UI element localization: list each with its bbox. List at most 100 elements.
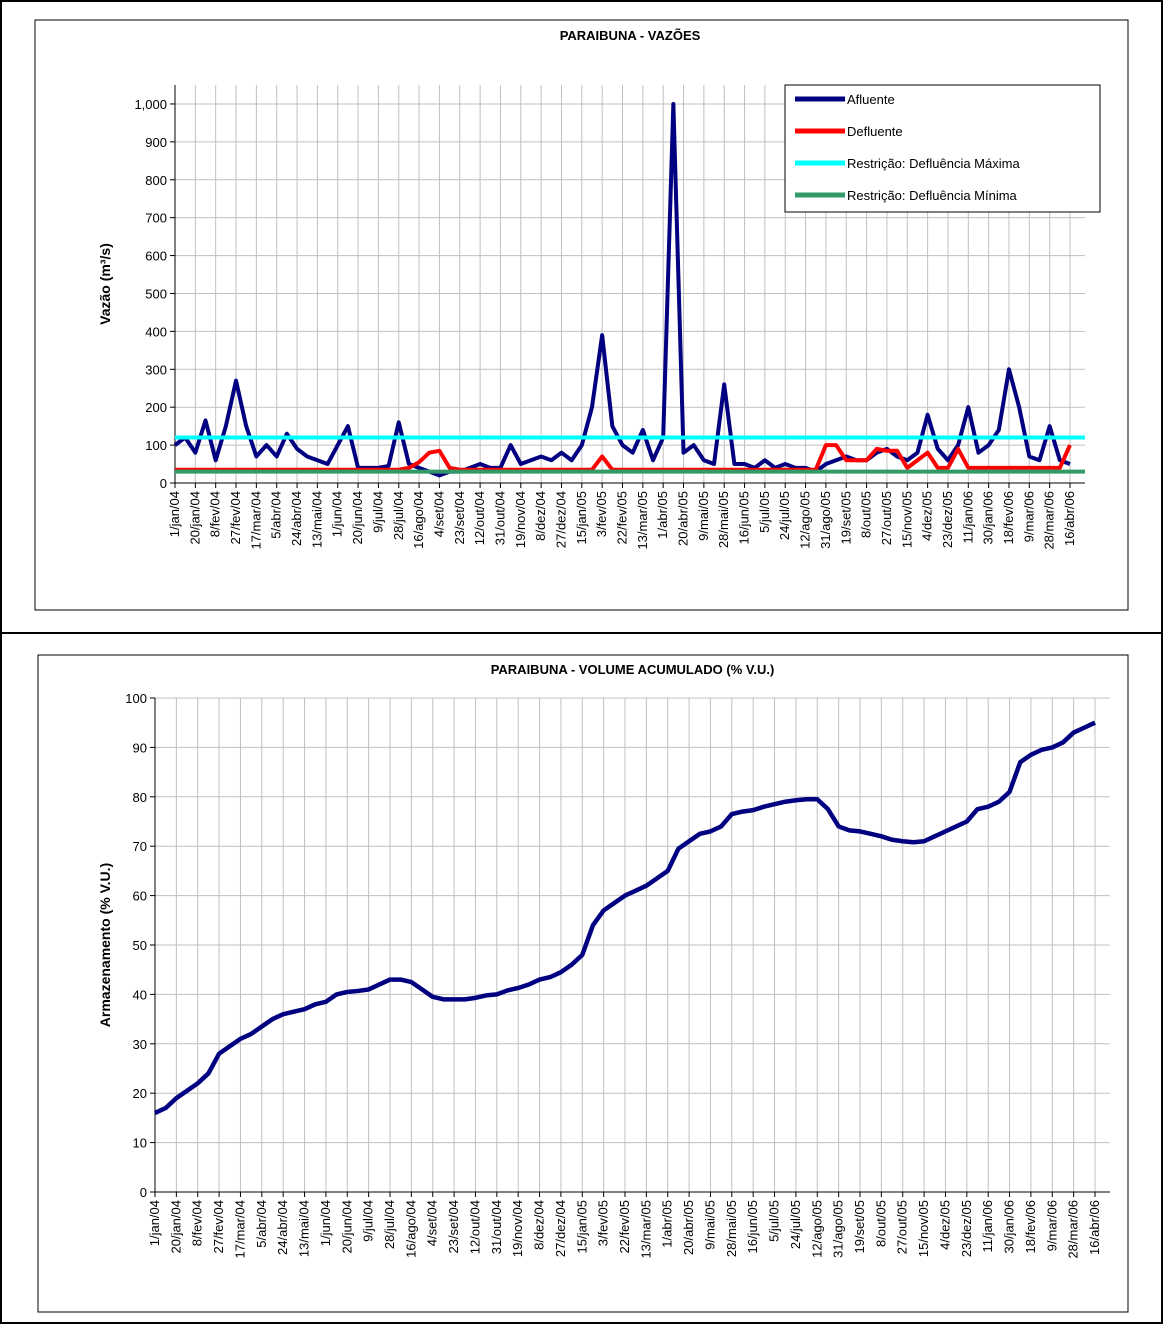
x-tick-label: 30/jan/06	[981, 491, 996, 545]
y-tick-label: 300	[145, 362, 167, 377]
x-tick-label: 4/dez/05	[937, 1200, 952, 1250]
x-tick-label: 4/set/04	[431, 491, 446, 537]
x-tick-label: 24/abr/04	[289, 491, 304, 546]
x-tick-label: 20/jun/04	[339, 1200, 354, 1254]
legend-label: Restrição: Defluência Mínima	[847, 188, 1018, 203]
y-tick-label: 70	[133, 839, 147, 854]
x-tick-label: 31/ago/05	[818, 491, 833, 549]
x-tick-label: 16/jun/05	[737, 491, 752, 545]
x-tick-label: 27/out/05	[895, 1200, 910, 1254]
x-tick-label: 22/fev/05	[615, 491, 630, 545]
x-tick-label: 5/abr/04	[254, 1200, 269, 1248]
x-tick-label: 3/fev/05	[594, 491, 609, 537]
x-tick-label: 18/fev/06	[1023, 1200, 1038, 1254]
x-tick-label: 16/jun/05	[745, 1200, 760, 1254]
x-tick-label: 11/jan/06	[980, 1200, 995, 1253]
x-tick-label: 20/jan/04	[187, 491, 202, 545]
x-tick-label: 15/nov/05	[916, 1200, 931, 1257]
y-axis-label: Armazenamento (% V.U.)	[97, 863, 113, 1027]
x-tick-label: 23/set/04	[446, 1200, 461, 1254]
y-tick-label: 60	[133, 889, 147, 904]
y-tick-label: 100	[125, 691, 147, 706]
x-tick-label: 28/jul/04	[382, 1200, 397, 1249]
y-tick-label: 20	[133, 1086, 147, 1101]
legend-box	[784, 84, 1101, 213]
x-tick-label: 28/mar/06	[1066, 1200, 1081, 1259]
x-tick-label: 1/jun/04	[318, 1200, 333, 1246]
x-tick-label: 11/jan/06	[960, 491, 975, 544]
x-tick-label: 17/mar/04	[232, 1200, 247, 1259]
chart-title: PARAIBUNA - VAZÕES	[560, 28, 701, 43]
x-tick-label: 24/jul/05	[777, 491, 792, 540]
x-tick-label: 19/nov/04	[513, 491, 528, 548]
x-tick-label: 8/out/05	[859, 491, 874, 538]
x-tick-label: 31/out/04	[489, 1200, 504, 1254]
x-tick-label: 1/abr/05	[660, 1200, 675, 1248]
x-tick-label: 15/jan/05	[574, 491, 589, 545]
y-tick-label: 10	[133, 1136, 147, 1151]
x-tick-label: 9/jul/04	[370, 491, 385, 533]
x-tick-label: 23/set/04	[452, 491, 467, 545]
x-tick-label: 12/ago/05	[798, 491, 813, 549]
x-tick-label: 12/out/04	[467, 1200, 482, 1254]
legend-label: Afluente	[847, 92, 895, 107]
x-tick-label: 5/jul/05	[767, 1200, 782, 1242]
x-tick-label: 9/jul/04	[361, 1200, 376, 1242]
x-tick-label: 4/set/04	[425, 1200, 440, 1246]
y-tick-label: 0	[140, 1185, 147, 1200]
y-tick-label: 30	[133, 1037, 147, 1052]
x-tick-label: 8/out/05	[873, 1200, 888, 1247]
x-tick-label: 5/jul/05	[757, 491, 772, 533]
y-tick-label: 1,000	[134, 97, 167, 112]
x-tick-label: 24/abr/04	[275, 1200, 290, 1255]
x-tick-label: 12/out/04	[472, 491, 487, 545]
series-line	[154, 720, 1096, 1116]
x-tick-label: 12/ago/05	[809, 1200, 824, 1258]
x-tick-label: 19/set/05	[852, 1200, 867, 1254]
x-tick-label: 20/abr/05	[676, 491, 691, 546]
x-tick-label: 1/jan/04	[147, 1200, 162, 1246]
y-tick-label: 900	[145, 135, 167, 150]
y-tick-label: 50	[133, 938, 147, 953]
x-tick-label: 28/mai/05	[724, 1200, 739, 1257]
x-tick-label: 4/dez/05	[920, 491, 935, 541]
x-tick-label: 20/jun/04	[350, 491, 365, 545]
x-tick-label: 22/fev/05	[617, 1200, 632, 1254]
x-tick-label: 1/jun/04	[330, 491, 345, 537]
y-tick-label: 600	[145, 249, 167, 264]
x-tick-label: 31/ago/05	[831, 1200, 846, 1258]
x-tick-label: 23/dez/05	[959, 1200, 974, 1257]
x-tick-label: 13/mar/05	[638, 1200, 653, 1259]
x-tick-label: 23/dez/05	[940, 491, 955, 548]
x-tick-label: 17/mar/04	[248, 491, 263, 550]
x-tick-label: 9/mai/05	[696, 491, 711, 541]
x-tick-label: 31/out/04	[492, 491, 507, 545]
x-tick-label: 28/jul/04	[391, 491, 406, 540]
x-tick-label: 16/abr/06	[1087, 1200, 1102, 1255]
y-tick-label: 100	[145, 438, 167, 453]
x-tick-label: 8/fev/04	[190, 1200, 205, 1246]
x-tick-label: 13/mai/04	[309, 491, 324, 548]
x-tick-label: 27/dez/04	[553, 1200, 568, 1257]
x-tick-label: 3/fev/05	[596, 1200, 611, 1246]
x-tick-label: 15/nov/05	[899, 491, 914, 548]
x-tick-label: 5/abr/04	[269, 491, 284, 539]
x-tick-label: 13/mai/04	[297, 1200, 312, 1257]
x-tick-label: 9/mai/05	[702, 1200, 717, 1250]
y-tick-label: 40	[133, 987, 147, 1002]
x-tick-label: 8/dez/04	[533, 491, 548, 541]
x-tick-label: 16/abr/06	[1062, 491, 1077, 546]
x-tick-label: 16/ago/04	[403, 1200, 418, 1258]
y-tick-label: 200	[145, 400, 167, 415]
x-tick-label: 9/mar/06	[1044, 1200, 1059, 1251]
x-tick-label: 15/jan/05	[574, 1200, 589, 1254]
x-tick-label: 9/mar/06	[1021, 491, 1036, 542]
x-tick-label: 27/out/05	[879, 491, 894, 545]
x-tick-label: 20/jan/04	[168, 1200, 183, 1254]
x-tick-label: 1/jan/04	[167, 491, 182, 537]
series-line	[173, 101, 1071, 478]
y-tick-label: 0	[160, 476, 167, 491]
legend-label: Restrição: Defluência Máxima	[847, 156, 1020, 171]
x-tick-label: 19/set/05	[838, 491, 853, 545]
